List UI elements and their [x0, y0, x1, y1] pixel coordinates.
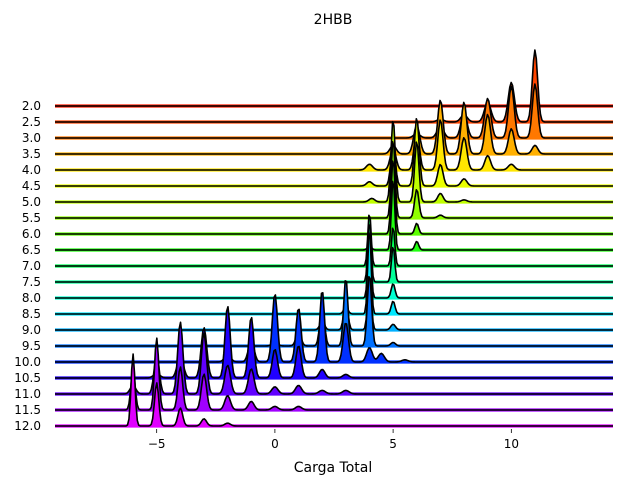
ridge-fill-11-5 — [55, 338, 613, 410]
ridge-11-0 — [55, 321, 613, 396]
y-tick-label: 3.5 — [22, 147, 41, 161]
ridge-5-5 — [55, 140, 613, 220]
ridge-outline-2-5 — [55, 49, 613, 123]
y-tick-label: 4.5 — [22, 179, 41, 193]
y-tick-label: 7.5 — [22, 275, 41, 289]
ridge-4-0 — [55, 119, 613, 172]
ridge-outline-6-0 — [55, 160, 613, 235]
ridge-outline-6-5 — [55, 180, 613, 251]
y-tick-label: 10.5 — [14, 371, 41, 385]
ridge-9-0 — [55, 281, 613, 332]
y-tick-label: 4.0 — [22, 163, 41, 177]
y-tick-label: 6.5 — [22, 243, 41, 257]
ridges-group — [55, 49, 613, 428]
ridge-12-0 — [55, 353, 613, 428]
ridge-outline-8-0 — [55, 236, 613, 299]
y-tick-label: 3.0 — [22, 131, 41, 145]
ridge-6-5 — [55, 180, 613, 252]
y-tick-label: 11.5 — [14, 403, 41, 417]
ridge-fill-6-0 — [55, 161, 613, 234]
y-tick-label: 9.0 — [22, 323, 41, 337]
ridge-outline-5-0 — [55, 120, 613, 203]
ridge-outline-10-5 — [55, 305, 613, 379]
ridge-2-5 — [55, 49, 613, 124]
ridge-outline-7-0 — [55, 214, 613, 267]
ridge-8-5 — [55, 232, 613, 316]
ridge-fill-10-0 — [55, 292, 613, 362]
ridge-fill-9-0 — [55, 282, 613, 330]
ridge-outline-8-5 — [55, 232, 613, 315]
y-tick-label: 5.0 — [22, 195, 41, 209]
y-tick-label: 5.5 — [22, 211, 41, 225]
ridge-11-5 — [55, 337, 613, 412]
ridge-fill-12-0 — [55, 354, 613, 426]
y-tick-label: 6.0 — [22, 227, 41, 241]
y-tick-label: 2.0 — [22, 99, 41, 113]
ridge-fill-11-0 — [55, 322, 613, 394]
y-tick-label: 2.5 — [22, 115, 41, 129]
y-tick-labels: 2.0 2.5 3.0 3.5 4.0 4.5 5.0 5.5 6.0 6.5 7.0 7.5 8.0 8… — [14, 99, 41, 433]
x-tick-label: 0 — [271, 437, 279, 451]
x-axis: −5 0 5 10 — [148, 429, 519, 451]
y-tick-label: 10.0 — [14, 355, 41, 369]
y-tick-label: 12.0 — [14, 419, 41, 433]
ridge-7-5 — [55, 223, 613, 284]
ridge-3-0 — [55, 83, 613, 140]
ridge-7-0 — [55, 214, 613, 268]
ridge-fill-6-5 — [55, 181, 613, 250]
ridge-fill-7-0 — [55, 215, 613, 266]
ridge-outline-4-5 — [55, 118, 613, 187]
ridge-outline-12-0 — [55, 353, 613, 427]
ridge-outline-9-0 — [55, 281, 613, 331]
y-tick-label: 9.5 — [22, 339, 41, 353]
ridge-outline-11-5 — [55, 337, 613, 411]
ridge-outline-7-5 — [55, 223, 613, 283]
ridge-10-0 — [55, 291, 613, 364]
chart-title: 2HBB — [314, 12, 353, 28]
ridge-5-0 — [55, 120, 613, 204]
ridge-outline-3-5 — [55, 99, 613, 155]
ridge-fill-9-5 — [55, 276, 613, 346]
y-tick-label: 8.0 — [22, 291, 41, 305]
ridge-fill-4-0 — [55, 120, 613, 170]
ridge-9-5 — [55, 275, 613, 348]
y-tick-label: 8.5 — [22, 307, 41, 321]
y-tick-label: 7.0 — [22, 259, 41, 273]
ridge-outline-11-0 — [55, 321, 613, 395]
x-axis-label: Carga Total — [294, 460, 372, 476]
ridge-outline-5-5 — [55, 140, 613, 219]
ridge-fill-8-5 — [55, 232, 613, 314]
ridge-3-5 — [55, 99, 613, 156]
ridge-outline-10-0 — [55, 291, 613, 363]
ridge-6-0 — [55, 160, 613, 236]
x-tick-label: 10 — [504, 437, 519, 451]
ridge-outline-3-0 — [55, 83, 613, 139]
x-tick-label: −5 — [148, 437, 166, 451]
ridge-10-5 — [55, 305, 613, 380]
ridge-fill-10-5 — [55, 306, 613, 378]
y-tick-label: 11.0 — [14, 387, 41, 401]
ridge-4-5 — [55, 118, 613, 188]
ridge-outline-4-0 — [55, 119, 613, 171]
ridge-outline-9-5 — [55, 275, 613, 347]
x-tick-label: 5 — [389, 437, 397, 451]
ridge-8-0 — [55, 236, 613, 300]
